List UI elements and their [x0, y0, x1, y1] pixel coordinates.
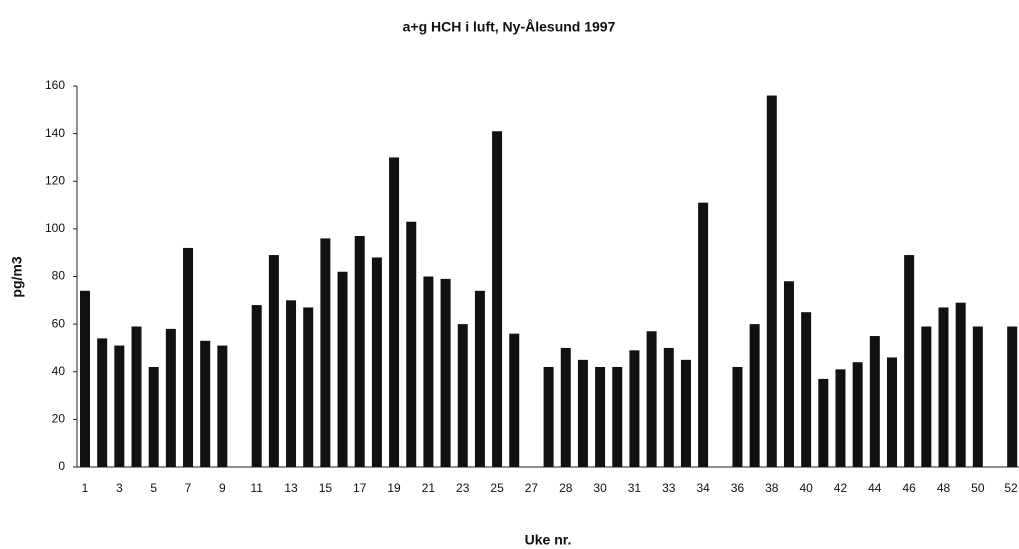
x-tick-label: 19 [387, 481, 401, 495]
bar [423, 276, 434, 467]
x-tick-label: 5 [150, 481, 157, 495]
x-tick-label: 50 [971, 481, 985, 495]
x-tick-label: 23 [456, 481, 470, 495]
bar [972, 326, 983, 467]
y-tick-label: 140 [45, 126, 65, 140]
y-tick-label: 100 [45, 221, 65, 235]
x-tick-label: 44 [868, 481, 882, 495]
bar [200, 340, 211, 467]
bar [148, 366, 159, 467]
x-tick-label: 38 [765, 481, 779, 495]
bar [165, 328, 176, 467]
bar [629, 350, 640, 467]
y-tick-label: 80 [52, 269, 66, 283]
bar [354, 236, 365, 467]
bar [612, 366, 623, 467]
bar [595, 366, 606, 467]
bar [440, 278, 451, 467]
bar [698, 202, 709, 467]
x-tick-label: 9 [219, 481, 226, 495]
bar [560, 347, 571, 467]
bar [904, 255, 915, 467]
x-tick-label: 52 [1004, 481, 1018, 495]
chart-title: a+g HCH i luft, Ny-Ålesund 1997 [403, 19, 616, 35]
x-tick-label: 27 [525, 481, 539, 495]
x-tick-label: 30 [593, 481, 607, 495]
x-tick-label: 21 [422, 481, 436, 495]
bar [783, 281, 794, 467]
x-tick-label: 31 [628, 481, 642, 495]
bar [938, 307, 949, 467]
bar [114, 345, 125, 467]
y-tick-label: 120 [45, 173, 65, 187]
bar [835, 369, 846, 467]
bar [406, 221, 417, 467]
bar [663, 347, 674, 467]
bar [543, 366, 554, 467]
x-tick-label: 34 [696, 481, 710, 495]
bar [1007, 326, 1018, 467]
x-axis-label: Uke nr. [525, 532, 572, 548]
y-tick-label: 60 [52, 316, 66, 330]
y-tick-label: 0 [58, 459, 65, 473]
bar [921, 326, 932, 467]
x-tick-label: 40 [799, 481, 813, 495]
bar [680, 359, 691, 467]
bar [509, 333, 520, 467]
bar [732, 366, 743, 467]
bar [492, 131, 503, 467]
bar [457, 324, 468, 467]
bar [852, 362, 863, 467]
bar [749, 324, 760, 467]
bar [955, 302, 966, 467]
y-tick-label: 20 [52, 412, 66, 426]
bar [131, 326, 142, 467]
bar [337, 271, 348, 467]
bar [80, 290, 90, 467]
bar [646, 331, 657, 467]
x-tick-label: 15 [319, 481, 333, 495]
bar [766, 95, 777, 468]
bar [577, 359, 588, 467]
bar [97, 338, 108, 467]
bar [303, 307, 314, 467]
bar [320, 238, 331, 467]
x-tick-label: 33 [662, 481, 676, 495]
x-tick-label: 36 [731, 481, 745, 495]
x-tick-label: 3 [116, 481, 123, 495]
x-tick-label: 48 [937, 481, 951, 495]
y-tick-label: 160 [45, 78, 65, 92]
x-tick-label: 46 [902, 481, 916, 495]
bar [286, 300, 297, 467]
y-axis-label: pg/m3 [9, 256, 25, 297]
bar [801, 312, 812, 467]
x-tick-label: 1 [82, 481, 89, 495]
y-tick-label: 40 [52, 364, 66, 378]
x-tick-label: 11 [250, 481, 263, 495]
bar [869, 336, 880, 467]
bar [251, 305, 262, 467]
x-tick-label: 25 [490, 481, 504, 495]
bar [371, 257, 382, 467]
bar [183, 247, 194, 467]
x-tick-label: 42 [834, 481, 848, 495]
x-tick-label: 17 [353, 481, 367, 495]
bar [818, 378, 829, 467]
x-tick-label: 28 [559, 481, 573, 495]
bar [217, 345, 228, 467]
bar [474, 290, 485, 467]
x-tick-label: 13 [284, 481, 298, 495]
x-tick-label: 7 [185, 481, 192, 495]
bar [886, 357, 897, 467]
bar [268, 255, 279, 467]
bar [389, 157, 400, 467]
